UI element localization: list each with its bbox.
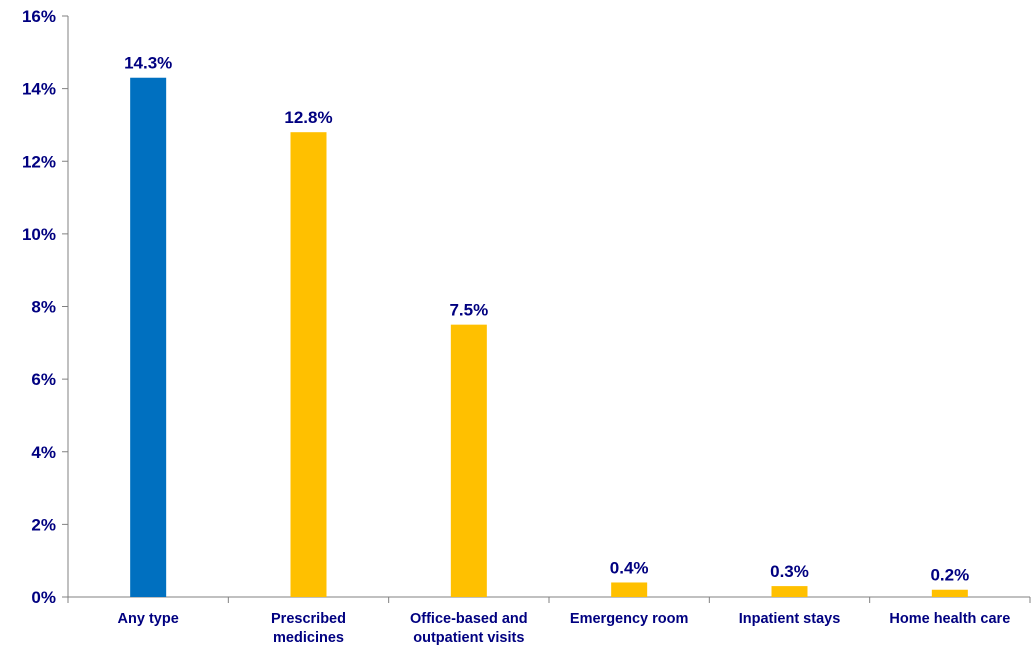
x-axis [67,596,1031,603]
y-tick-label: 4% [31,443,56,462]
data-label: 0.4% [610,558,649,577]
category-label-line: Office-based and [410,611,528,627]
category-label: Inpatient stays [739,611,841,627]
y-tick-label: 0% [31,588,56,607]
bar [611,582,648,597]
data-labels: 14.3% 12.8% 7.5% 0.4% 0.3% 0.2% [124,54,969,585]
category-label-line: Any type [118,611,179,627]
y-tick-label: 14% [22,80,56,99]
y-tick-label: 16% [22,7,56,26]
y-tick-label: 10% [22,225,56,244]
bar [130,77,167,597]
data-label: 12.8% [284,108,332,127]
category-label-line: Inpatient stays [739,611,841,627]
bar [290,132,327,597]
bar [450,324,487,597]
category-label-line: Emergency room [570,611,688,627]
category-label-line: Home health care [889,611,1010,627]
data-label: 7.5% [449,301,488,320]
category-label: Emergency room [570,611,688,627]
data-label: 0.3% [770,562,809,581]
category-label-line: medicines [273,630,344,646]
y-tick-label: 2% [31,515,56,534]
y-axis: 0% 2% 4% 6% 8% 10% 12% 14% 16% [22,7,69,607]
category-label: Home health care [889,611,1010,627]
category-label-line: outpatient visits [413,630,524,646]
y-tick-label: 12% [22,152,56,171]
category-labels: Any type Prescribed medicines Office-based … [118,611,1011,646]
data-label: 0.2% [930,566,969,585]
category-label: Prescribed medicines [271,611,346,646]
bar [771,586,808,597]
y-tick-label: 8% [31,298,56,317]
data-label: 14.3% [124,54,172,73]
y-tick-label: 6% [31,370,56,389]
bar [931,589,968,597]
category-label-line: Prescribed [271,611,346,627]
category-label: Office-based and outpatient visits [410,611,528,646]
bars [130,77,968,597]
category-label: Any type [118,611,179,627]
